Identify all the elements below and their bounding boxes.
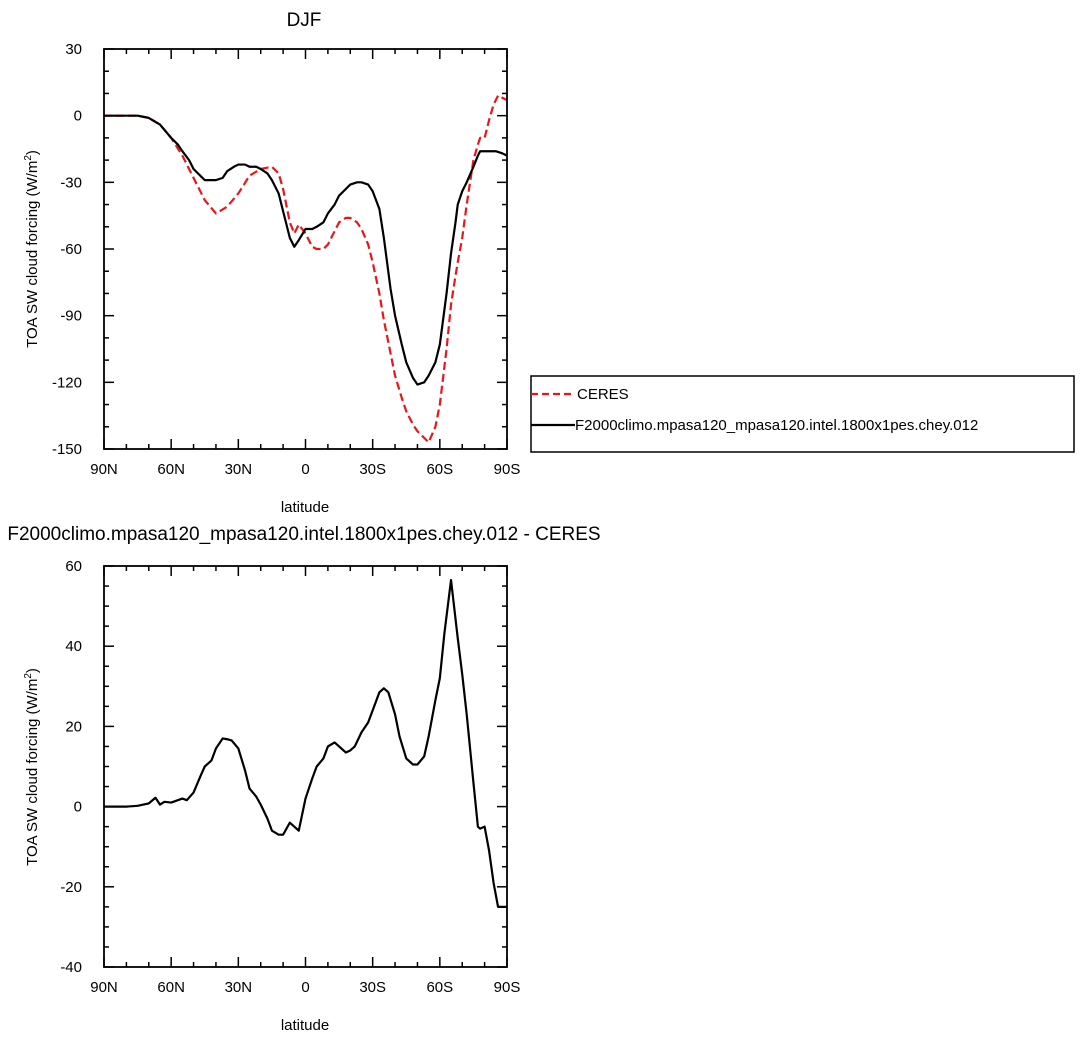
x-tick-label: 60N <box>157 979 185 996</box>
y-tick-label: 40 <box>65 638 82 655</box>
bottom-plot-frame <box>103 565 508 968</box>
bottom-y-axis-label-close: ) <box>24 668 41 673</box>
bottom-chart-series <box>104 578 507 908</box>
bottom-y-axis-label: TOA SW cloud forcing (W/m2) <box>23 668 41 866</box>
top-y-axis-label-main: TOA SW cloud forcing (W/m <box>24 161 41 348</box>
y-tick-label: 0 <box>74 108 82 125</box>
legend-label-ceres: CERES <box>577 386 629 403</box>
y-tick-label: 0 <box>74 799 82 816</box>
top-x-tick-labels: 90N 60N 30N 0 30S 60S 90S <box>90 461 520 478</box>
x-tick-label: 30N <box>225 461 253 478</box>
y-tick-label: -150 <box>52 441 82 458</box>
top-chart-axes <box>103 48 508 450</box>
x-tick-label: 30S <box>359 461 386 478</box>
y-tick-label: -20 <box>60 879 82 896</box>
top-chart-panel: DJF 90N 60N 30N 0 30S 60S 90S 30 0 -30 -60 -90 -120… <box>23 10 520 516</box>
series-line-difference <box>104 578 507 908</box>
top-chart-series <box>104 94 508 444</box>
x-tick-label: 0 <box>301 461 309 478</box>
x-tick-label: 90S <box>494 979 521 996</box>
y-tick-label: -60 <box>60 241 82 258</box>
top-x-axis-label: latitude <box>281 499 329 516</box>
x-tick-label: 0 <box>301 979 309 996</box>
y-tick-label: -120 <box>52 374 82 391</box>
top-y-axis-label-close: ) <box>24 150 41 155</box>
bottom-y-axis-label-main: TOA SW cloud forcing (W/m <box>24 679 41 866</box>
legend-label-model: F2000climo.mpasa120_mpasa120.intel.1800x… <box>575 417 978 434</box>
y-tick-label: -40 <box>60 959 82 976</box>
top-y-axis-label-superscript: 2 <box>23 155 34 161</box>
bottom-chart-panel: F2000climo.mpasa120_mpasa120.intel.1800x… <box>7 524 600 1034</box>
legend: CERES F2000climo.mpasa120_mpasa120.intel… <box>530 375 1075 453</box>
bottom-y-axis-label-superscript: 2 <box>23 673 34 679</box>
series-line-f2000climo-mpasa120-mpasa120-i <box>104 114 508 386</box>
x-tick-label: 60S <box>426 461 453 478</box>
bottom-x-tick-labels: 90N 60N 30N 0 30S 60S 90S <box>90 979 520 996</box>
top-y-axis-label: TOA SW cloud forcing (W/m2) <box>23 150 41 348</box>
y-tick-label: 20 <box>65 718 82 735</box>
x-tick-label: 90S <box>494 461 521 478</box>
y-tick-label: 30 <box>65 41 82 58</box>
bottom-chart-axes <box>103 565 508 968</box>
x-tick-label: 30N <box>225 979 253 996</box>
bottom-y-tick-labels: 60 40 20 0 -20 -40 <box>60 558 82 976</box>
y-tick-label: -30 <box>60 174 82 191</box>
top-plot-frame <box>103 48 508 450</box>
legend-box <box>530 375 1075 453</box>
x-tick-label: 90N <box>90 461 118 478</box>
top-chart-title: DJF <box>287 10 322 31</box>
y-tick-label: 60 <box>65 558 82 575</box>
series-line-ceres <box>104 94 508 444</box>
y-tick-label: -90 <box>60 308 82 325</box>
x-tick-label: 90N <box>90 979 118 996</box>
x-tick-label: 30S <box>359 979 386 996</box>
top-y-tick-labels: 30 0 -30 -60 -90 -120 -150 <box>52 41 82 458</box>
bottom-x-axis-label: latitude <box>281 1017 329 1034</box>
bottom-chart-title: F2000climo.mpasa120_mpasa120.intel.1800x… <box>7 524 600 545</box>
x-tick-label: 60S <box>426 979 453 996</box>
x-tick-label: 60N <box>157 461 185 478</box>
